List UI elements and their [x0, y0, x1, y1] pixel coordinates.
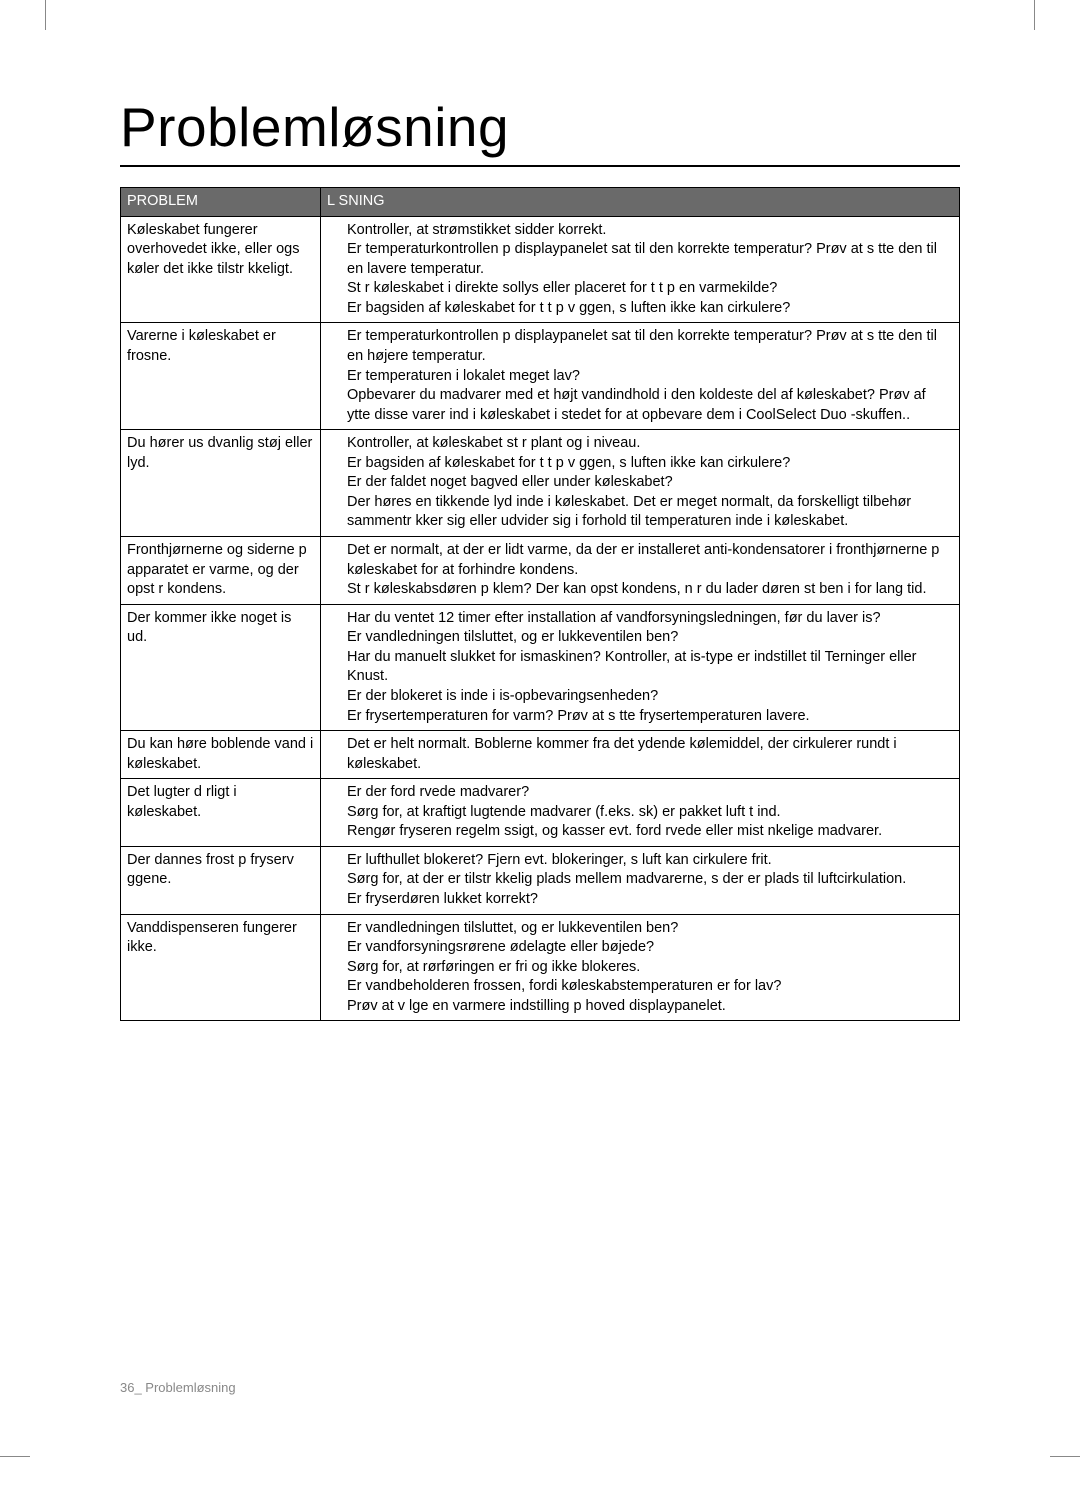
- solution-line: Har du ventet 12 timer efter installatio…: [347, 609, 953, 629]
- solution-cell: Er der ford rvede madvarer?Sørg for, at …: [321, 779, 960, 847]
- solution-line: Er der faldet noget bagved eller under k…: [347, 473, 953, 493]
- header-solution: L SNING: [321, 188, 960, 217]
- problem-cell: Det lugter d rligt i køleskabet.: [121, 779, 321, 847]
- problem-cell: Vanddispenseren fungerer ikke.: [121, 914, 321, 1021]
- solution-line: Har du manuelt slukket for ismaskinen? K…: [347, 648, 953, 687]
- solution-line: Er vandledningen tilsluttet, og er lukke…: [347, 628, 953, 648]
- solution-line: Sørg for, at rørføringen er fri og ikke …: [347, 958, 953, 978]
- problem-cell: Der kommer ikke noget is ud.: [121, 604, 321, 730]
- solution-line: Rengør fryseren regelm ssigt, og kasser …: [347, 822, 953, 842]
- solution-cell: Er temperaturkontrollen p displaypanelet…: [321, 323, 960, 430]
- solution-cell: Er lufthullet blokeret? Fjern evt. bloke…: [321, 846, 960, 914]
- solution-line: Prøv at v lge en varmere indstilling p h…: [347, 997, 953, 1017]
- solution-line: Det er normalt, at der er lidt varme, da…: [347, 541, 953, 580]
- solution-cell: Det er normalt, at der er lidt varme, da…: [321, 537, 960, 605]
- solution-line: Er vandforsyningsrørene ødelagte eller b…: [347, 938, 953, 958]
- solution-line: Er lufthullet blokeret? Fjern evt. bloke…: [347, 851, 953, 871]
- table-row: Der kommer ikke noget is ud. Har du vente…: [121, 604, 960, 730]
- table-row: Fronthjørnerne og siderne p apparatet er…: [121, 537, 960, 605]
- solution-line: Kontroller, at køleskabet st r plant og …: [347, 434, 953, 454]
- solution-cell: Kontroller, at strømstikket sidder korre…: [321, 216, 960, 323]
- solution-line: Er vandledningen tilsluttet, og er lukke…: [347, 919, 953, 939]
- header-problem: PROBLEM: [121, 188, 321, 217]
- solution-line: Er bagsiden af køleskabet for t t p v gg…: [347, 299, 953, 319]
- solution-line: Er der blokeret is inde i is-opbevarings…: [347, 687, 953, 707]
- troubleshooting-table: PROBLEM L SNING Køleskabet fungerer over…: [120, 187, 960, 1021]
- solution-line: Det er helt normalt. Boblerne kommer fra…: [347, 735, 953, 774]
- table-row: Vanddispenseren fungerer ikke. Er vandled…: [121, 914, 960, 1021]
- solution-line: St r køleskabet i direkte sollys eller p…: [347, 279, 953, 299]
- solution-line: Er temperaturkontrollen p displaypanelet…: [347, 240, 953, 279]
- solution-cell: Kontroller, at køleskabet st r plant og …: [321, 430, 960, 537]
- page-footer: 36_ Problemløsning: [120, 1380, 236, 1395]
- problem-cell: Køleskabet fungerer overhovedet ikke, el…: [121, 216, 321, 323]
- table-row: Det lugter d rligt i køleskabet.Er der f…: [121, 779, 960, 847]
- table-row: Der dannes frost p fryserv ggene. Er luft…: [121, 846, 960, 914]
- page-title: Problemløsning: [120, 95, 960, 167]
- page-content: Problemløsning PROBLEM L SNING Køleskabe…: [0, 0, 1080, 1495]
- solution-line: Er fryserdøren lukket korrekt?: [347, 890, 953, 910]
- problem-cell: Du hører us dvanlig støj eller lyd.: [121, 430, 321, 537]
- solution-line: Er der ford rvede madvarer?: [347, 783, 953, 803]
- solution-line: Er temperaturkontrollen p displaypanelet…: [347, 327, 953, 366]
- solution-line: Sørg for, at der er tilstr kkelig plads …: [347, 870, 953, 890]
- solution-line: St r køleskabsdøren p klem? Der kan opst…: [347, 580, 953, 600]
- solution-line: Er vandbeholderen frossen, fordi køleska…: [347, 977, 953, 997]
- solution-line: Er frysertemperaturen for varm? Prøv at …: [347, 707, 953, 727]
- problem-cell: Der dannes frost p fryserv ggene.: [121, 846, 321, 914]
- solution-line: Sørg for, at kraftigt lugtende madvarer …: [347, 803, 953, 823]
- solution-line: Der høres en tikkende lyd inde i køleska…: [347, 493, 953, 532]
- table-row: Varerne i køleskabet er frosne. Er temper…: [121, 323, 960, 430]
- solution-line: Opbevarer du madvarer med et højt vandin…: [347, 386, 953, 425]
- problem-cell: Fronthjørnerne og siderne p apparatet er…: [121, 537, 321, 605]
- solution-line: Er bagsiden af køleskabet for t t p v gg…: [347, 454, 953, 474]
- solution-cell: Det er helt normalt. Boblerne kommer fra…: [321, 731, 960, 779]
- solution-line: Kontroller, at strømstikket sidder korre…: [347, 221, 953, 241]
- table-row: Du hører us dvanlig støj eller lyd. Kontr…: [121, 430, 960, 537]
- table-header-row: PROBLEM L SNING: [121, 188, 960, 217]
- problem-cell: Du kan høre boblende vand i køleskabet.: [121, 731, 321, 779]
- solution-cell: Er vandledningen tilsluttet, og er lukke…: [321, 914, 960, 1021]
- table-row: Køleskabet fungerer overhovedet ikke, el…: [121, 216, 960, 323]
- solution-cell: Har du ventet 12 timer efter installatio…: [321, 604, 960, 730]
- problem-cell: Varerne i køleskabet er frosne.: [121, 323, 321, 430]
- table-row: Du kan høre boblende vand i køleskabet. D…: [121, 731, 960, 779]
- solution-line: Er temperaturen i lokalet meget lav?: [347, 367, 953, 387]
